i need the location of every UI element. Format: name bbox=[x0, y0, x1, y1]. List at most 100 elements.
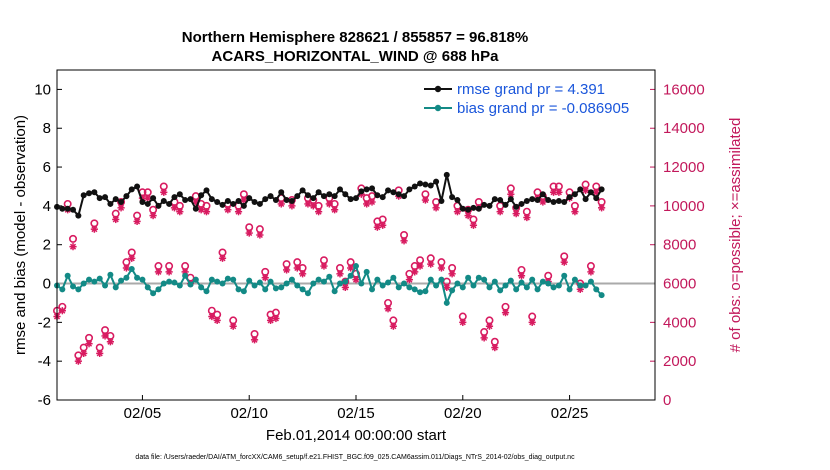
rmse-point bbox=[427, 182, 434, 189]
chart-title-line-2: ACARS_HORIZONTAL_WIND @ 688 hPa bbox=[212, 48, 500, 65]
bias-point bbox=[294, 282, 301, 289]
bias-point bbox=[385, 279, 392, 286]
rmse-point bbox=[518, 200, 525, 207]
y-tick-label-left: -6 bbox=[38, 392, 51, 409]
obs-assimilated-point bbox=[469, 221, 478, 229]
obs-assimilated-point bbox=[154, 268, 163, 276]
obs-assimilated-point bbox=[411, 268, 419, 276]
obs-assimilated-point bbox=[85, 340, 93, 348]
obs-assimilated-point bbox=[421, 196, 430, 204]
rmse-point bbox=[566, 194, 573, 201]
bias-point bbox=[75, 286, 82, 293]
bias-point bbox=[369, 286, 376, 293]
bias-point bbox=[545, 280, 552, 287]
rmse-point bbox=[240, 202, 247, 209]
rmse-point bbox=[134, 183, 141, 190]
bias-point bbox=[304, 290, 311, 297]
rmse-point bbox=[160, 198, 167, 205]
y-tick-label-right: 0 bbox=[663, 392, 671, 409]
bias-point bbox=[251, 282, 258, 289]
bias-point bbox=[529, 276, 536, 283]
bias-point bbox=[139, 276, 146, 283]
rmse-point bbox=[475, 205, 482, 212]
obs-assimilated-point bbox=[523, 213, 531, 222]
obs-assimilated-point bbox=[112, 215, 120, 224]
obs-assimilated-point bbox=[352, 276, 360, 284]
data-file-footer: data file: /Users/raeder/DAI/ATM_forcXX/… bbox=[135, 454, 575, 461]
rmse-point bbox=[91, 189, 98, 196]
bias-point bbox=[475, 274, 482, 281]
rmse-point bbox=[299, 187, 306, 194]
bias-point bbox=[518, 279, 525, 286]
rmse-point bbox=[235, 198, 242, 205]
rmse-point bbox=[70, 206, 77, 213]
obs-assimilated-point bbox=[363, 200, 371, 208]
obs-assimilated-point bbox=[598, 204, 606, 212]
rmse-point bbox=[347, 196, 354, 203]
rmse-point bbox=[251, 199, 258, 205]
rmse-point bbox=[198, 192, 205, 199]
rmse-point bbox=[539, 191, 546, 198]
rmse-point bbox=[577, 186, 584, 193]
rmse-point bbox=[433, 178, 440, 185]
bias-point bbox=[363, 268, 370, 275]
rmse-point bbox=[267, 193, 274, 200]
bias-point bbox=[224, 275, 231, 282]
rmse-point bbox=[192, 205, 199, 212]
x-tick-label: 02/05 bbox=[124, 405, 162, 422]
bias-point bbox=[507, 277, 514, 284]
rmse-point bbox=[593, 195, 600, 202]
obs-assimilated-point bbox=[133, 217, 141, 226]
y-tick-label-right: 6000 bbox=[663, 276, 696, 293]
rmse-point bbox=[144, 200, 151, 207]
obs-assimilated-point bbox=[176, 208, 184, 216]
obs-assimilated-point bbox=[122, 264, 131, 272]
bias-point bbox=[112, 284, 119, 291]
obs-assimilated-point bbox=[234, 208, 243, 216]
obs-assimilated-point bbox=[437, 264, 446, 272]
bias-point bbox=[219, 280, 226, 287]
rmse-point bbox=[465, 206, 472, 213]
bias-point bbox=[91, 278, 98, 285]
obs-assimilated-point bbox=[229, 322, 237, 330]
y-tick-label-right: 8000 bbox=[663, 237, 696, 254]
bias-point bbox=[107, 271, 114, 278]
bias-point bbox=[160, 280, 167, 287]
obs-assimilated-point bbox=[432, 204, 440, 212]
rmse-point bbox=[491, 196, 498, 203]
bias-point bbox=[59, 286, 66, 293]
rmse-point bbox=[331, 193, 338, 200]
rmse-point bbox=[315, 189, 322, 196]
rmse-point bbox=[102, 194, 109, 201]
obs-assimilated-point bbox=[256, 231, 264, 239]
bias-point bbox=[315, 276, 322, 283]
obs-assimilated-point bbox=[144, 194, 152, 202]
obs-assimilated-point bbox=[464, 211, 472, 220]
legend-rmse-marker bbox=[434, 85, 442, 93]
obs-assimilated-point bbox=[69, 243, 77, 251]
y-tick-label-right: 12000 bbox=[663, 159, 705, 176]
obs-assimilated-point bbox=[293, 264, 301, 272]
bias-point bbox=[155, 286, 162, 293]
rmse-point bbox=[224, 198, 231, 205]
obs-assimilated-point bbox=[160, 188, 168, 196]
rmse-point bbox=[75, 212, 82, 219]
bias-point bbox=[598, 292, 605, 299]
obs-assimilated-point bbox=[571, 208, 579, 216]
y-tick-label-right: 10000 bbox=[663, 198, 705, 215]
rmse-point bbox=[123, 193, 130, 200]
rmse-point bbox=[256, 200, 263, 207]
obs-assimilated-point bbox=[581, 186, 590, 194]
rmse-point bbox=[598, 186, 605, 193]
bias-point bbox=[336, 280, 343, 287]
rmse-point bbox=[208, 196, 215, 203]
bias-point bbox=[561, 272, 568, 279]
bias-point bbox=[555, 282, 562, 289]
rmse-point bbox=[166, 200, 173, 207]
obs-assimilated-point bbox=[331, 206, 339, 214]
bias-point bbox=[80, 280, 87, 287]
y-tick-label-left: 6 bbox=[43, 159, 51, 176]
bias-point bbox=[326, 273, 333, 280]
rmse-point bbox=[80, 192, 87, 199]
